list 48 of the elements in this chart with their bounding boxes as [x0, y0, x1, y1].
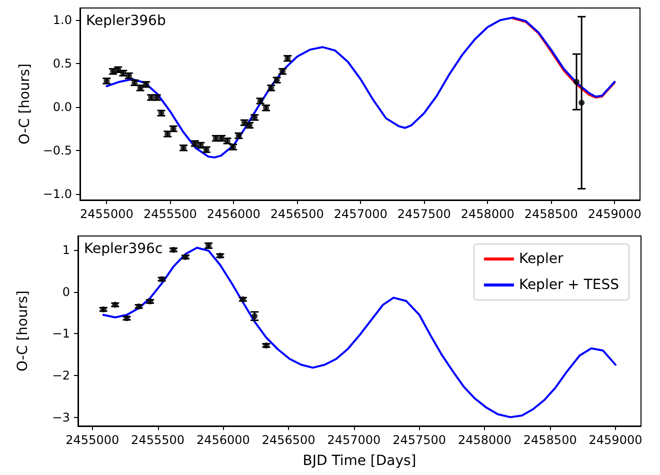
y-tick-label: 0.5 — [52, 56, 72, 71]
x-tick-label: 2455000 — [80, 207, 134, 221]
x-tick-label: 2456000 — [206, 207, 260, 221]
x-tick-label: 2457000 — [334, 207, 388, 221]
line-series — [512, 17, 616, 98]
x-tick-label: 2455500 — [131, 433, 184, 447]
y-tick-label: −1 — [52, 326, 70, 341]
x-tick-label: 2458500 — [524, 207, 578, 221]
y-tick-label: 1.0 — [52, 13, 72, 28]
x-tick-label: 2456500 — [270, 207, 324, 221]
y-axis-title: O-C [hours] — [15, 290, 31, 372]
x-tick-label: 2458500 — [523, 433, 577, 447]
y-tick-label: −0.5 — [42, 143, 72, 158]
point — [240, 296, 246, 302]
point — [158, 276, 165, 282]
point — [217, 252, 224, 259]
x-tick-label: 2459000 — [588, 433, 642, 447]
point — [574, 78, 580, 85]
y-tick-label: 0.0 — [52, 100, 72, 114]
x-tick-label: 2455000 — [66, 433, 120, 447]
point — [263, 342, 270, 348]
annotation: Kepler396b — [86, 13, 166, 29]
point — [124, 315, 130, 322]
point — [100, 306, 106, 312]
y-tick-label: −1.0 — [42, 186, 72, 201]
legend-label: Kepler — [518, 251, 564, 267]
y-tick-label: 1 — [62, 242, 70, 257]
x-tick-label: 2455500 — [143, 207, 197, 221]
point — [578, 100, 585, 106]
x-tick-label: 2458000 — [458, 433, 512, 447]
x-tick-label: 2456500 — [262, 433, 316, 447]
y-tick-label: 0 — [62, 284, 70, 299]
x-tick-label: 2457500 — [392, 433, 446, 447]
x-tick-label: 2457000 — [327, 433, 381, 447]
point — [170, 246, 176, 253]
annotation: Kepler396c — [84, 241, 163, 257]
point — [112, 302, 118, 308]
x-tick-label: 2458000 — [460, 207, 514, 221]
y-tick-label: −3 — [52, 410, 70, 425]
y-axis-title: O-C [hours] — [16, 64, 33, 144]
point — [147, 298, 154, 304]
x-axis-title: BJD Time [Days] — [302, 453, 416, 469]
x-tick-label: 2456000 — [196, 433, 250, 447]
y-tick-label: −2 — [52, 368, 70, 383]
x-tick-label: 2457500 — [397, 207, 451, 221]
legend-label: Kepler + TESS — [518, 277, 620, 293]
point — [136, 303, 142, 310]
x-tick-label: 2459000 — [588, 207, 642, 221]
